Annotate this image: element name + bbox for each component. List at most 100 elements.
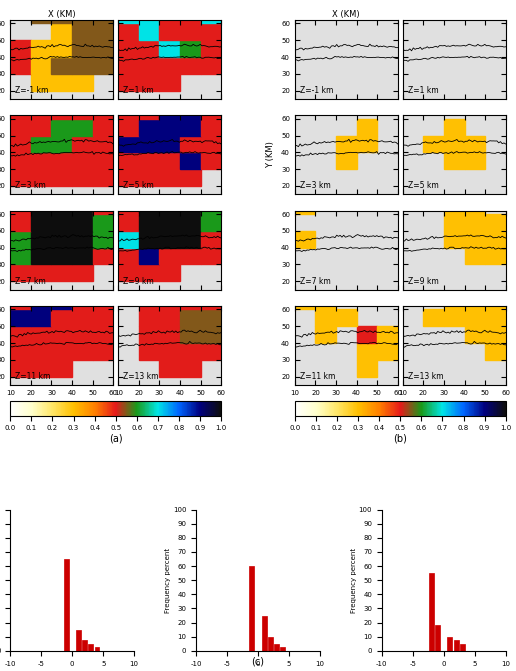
Bar [52, 309, 72, 326]
Bar [52, 169, 72, 186]
Bar [180, 326, 201, 343]
Bar [139, 119, 159, 136]
Bar [31, 136, 52, 152]
Title: X (KM): X (KM) [332, 10, 360, 19]
Bar [10, 309, 31, 326]
Bar [485, 248, 506, 264]
Bar [52, 74, 72, 91]
Bar [159, 248, 180, 264]
Bar [485, 231, 506, 248]
Bar [159, 152, 180, 169]
Bar [454, 639, 459, 651]
Bar [139, 214, 159, 231]
Bar [52, 57, 72, 74]
Bar [52, 293, 72, 309]
Bar [72, 102, 92, 119]
Bar [295, 197, 315, 214]
Bar [280, 647, 285, 651]
Bar [118, 102, 139, 119]
Bar [180, 343, 201, 360]
Bar [10, 360, 31, 376]
Text: Z=3 km: Z=3 km [300, 181, 331, 191]
Bar [159, 214, 180, 231]
Bar [72, 40, 92, 57]
Bar [31, 326, 52, 343]
Bar [72, 214, 92, 231]
Bar [444, 214, 464, 231]
Bar [92, 231, 113, 248]
Bar [92, 248, 113, 264]
Bar [268, 637, 273, 651]
Text: Z=7 km: Z=7 km [300, 276, 331, 286]
Text: Z=-1 km: Z=-1 km [300, 86, 333, 95]
Bar [52, 214, 72, 231]
Bar [10, 231, 31, 248]
Bar [31, 231, 52, 248]
Bar [180, 309, 201, 326]
Bar [315, 293, 336, 309]
Bar [180, 169, 201, 186]
Bar [10, 102, 31, 119]
Bar [180, 197, 201, 214]
Bar [139, 293, 159, 309]
Bar [201, 197, 221, 214]
Bar [10, 197, 31, 214]
Bar [201, 293, 221, 309]
Bar [201, 23, 221, 40]
Bar [485, 326, 506, 343]
Bar [447, 637, 453, 651]
Bar [31, 197, 52, 214]
Bar [180, 152, 201, 169]
Bar [249, 566, 254, 651]
Bar [180, 231, 201, 248]
Bar [180, 23, 201, 40]
Bar [10, 119, 31, 136]
Bar [52, 197, 72, 214]
Bar [464, 231, 485, 248]
Bar [139, 74, 159, 91]
Bar [118, 264, 139, 281]
Bar [82, 639, 87, 651]
Text: Z=1 km: Z=1 km [408, 86, 439, 95]
Bar [139, 136, 159, 152]
Bar [10, 326, 31, 343]
Bar [159, 169, 180, 186]
Bar [92, 57, 113, 74]
Bar [444, 309, 464, 326]
Bar [31, 119, 52, 136]
Bar [31, 40, 52, 57]
Bar [201, 326, 221, 343]
Bar [336, 152, 357, 169]
Bar [139, 248, 159, 264]
Bar [92, 309, 113, 326]
Bar [31, 152, 52, 169]
Bar [72, 152, 92, 169]
Bar [159, 102, 180, 119]
Bar [92, 214, 113, 231]
Text: Z=5 km: Z=5 km [123, 181, 154, 191]
Bar [31, 293, 52, 309]
Bar [94, 647, 100, 651]
Bar [424, 309, 444, 326]
Bar [72, 264, 92, 281]
Bar [180, 7, 201, 23]
Bar [31, 74, 52, 91]
Bar [118, 169, 139, 186]
Bar [92, 136, 113, 152]
Bar [485, 214, 506, 231]
Bar [118, 23, 139, 40]
Bar [444, 231, 464, 248]
Bar [92, 23, 113, 40]
Bar [315, 309, 336, 326]
Text: Z=-1 km: Z=-1 km [15, 86, 49, 95]
Bar [118, 119, 139, 136]
Bar [139, 7, 159, 23]
Bar [92, 343, 113, 360]
Bar [444, 197, 464, 214]
Bar [31, 102, 52, 119]
Bar [424, 136, 444, 152]
Bar [159, 23, 180, 40]
Bar [52, 152, 72, 169]
Text: Z=11 km: Z=11 km [15, 372, 51, 381]
Bar [180, 119, 201, 136]
